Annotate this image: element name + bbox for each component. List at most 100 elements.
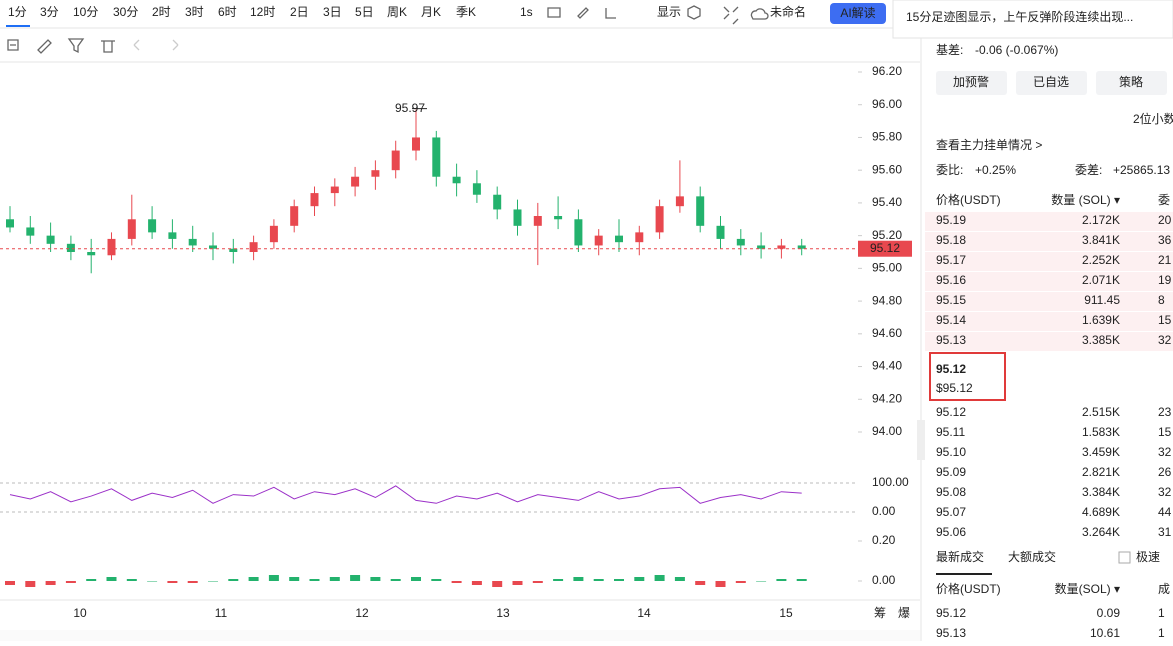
- book-cell: 95.11: [936, 425, 965, 439]
- book-row-bg: [925, 252, 1173, 271]
- interval-tab[interactable]: 1分: [8, 5, 27, 19]
- macd-bar: [451, 581, 462, 583]
- trade-header: 价格(USDT): [936, 581, 1001, 596]
- interval-tab[interactable]: 10分: [73, 5, 98, 19]
- macd-bar: [390, 579, 401, 581]
- candle-body: [615, 235, 623, 243]
- macd-bar: [614, 579, 624, 581]
- macd-bar: [167, 581, 178, 583]
- trade-cell: 95.12: [936, 606, 966, 620]
- candle-body: [635, 232, 644, 243]
- trade-tab[interactable]: 大额成交: [1008, 549, 1056, 564]
- notification-text[interactable]: 15分足迹图显示，上午反弹阶段连续出现...: [906, 9, 1133, 24]
- x-tick-label: 12: [355, 606, 369, 620]
- layout-name[interactable]: 未命名: [770, 4, 806, 19]
- macd-bar: [634, 577, 645, 581]
- macd-bar: [573, 577, 584, 581]
- trade-cell: 0.09: [1097, 606, 1121, 620]
- macd-bar: [512, 581, 523, 585]
- rsi-tick-label: 0.00: [872, 504, 896, 518]
- action-button-label[interactable]: 策略: [1119, 74, 1143, 89]
- candle-body: [716, 225, 725, 239]
- action-button[interactable]: [1096, 71, 1167, 95]
- notification-card[interactable]: [892, 0, 1173, 39]
- trade-header: 数量(SOL) ▾: [1055, 581, 1120, 596]
- macd-bar: [329, 577, 340, 581]
- orders-link[interactable]: 查看主力挂单情况 >: [936, 138, 1042, 152]
- high-marker-label: 95.97: [395, 101, 425, 115]
- macd-bar: [45, 581, 56, 585]
- trade-cell: 1: [1158, 606, 1165, 620]
- speed-toggle[interactable]: 1s: [520, 5, 533, 19]
- diff-label: 委差:: [1075, 163, 1102, 177]
- y-tick-label: 94.60: [872, 326, 902, 340]
- macd-bar: [695, 581, 706, 585]
- candle-body: [432, 137, 441, 177]
- interval-tab[interactable]: 月K: [421, 5, 441, 19]
- candle-body: [777, 245, 786, 249]
- book-cell: 95.06: [936, 525, 966, 539]
- interval-tab[interactable]: 季K: [456, 5, 476, 19]
- book-cell: 95.09: [936, 465, 966, 479]
- candle-body: [269, 225, 278, 243]
- macd-bar: [431, 579, 442, 581]
- macd-bar: [65, 581, 76, 583]
- candle-body: [412, 137, 420, 151]
- trade-cell: 10.61: [1090, 626, 1120, 640]
- ai-button-label[interactable]: AI解读: [840, 6, 875, 20]
- book-cell: 15: [1158, 425, 1172, 439]
- interval-tab[interactable]: 3分: [40, 5, 59, 19]
- book-cell: 15: [1158, 313, 1172, 327]
- book-cell: 95.17: [936, 253, 966, 267]
- candle-body: [290, 206, 299, 226]
- book-cell: 911.45: [1084, 293, 1120, 307]
- fast-label[interactable]: 极速: [1136, 550, 1160, 564]
- interval-tab[interactable]: 6时: [218, 5, 237, 19]
- interval-tab[interactable]: 12时: [250, 5, 275, 19]
- basis-label: 基差:: [936, 43, 963, 57]
- candle-body: [229, 248, 238, 252]
- candle-body: [66, 243, 75, 252]
- x-tick-label: 15: [779, 606, 793, 620]
- book-cell: 20: [1158, 213, 1172, 227]
- candle-body: [209, 245, 217, 249]
- decimals-select[interactable]: 2位小数: [1133, 111, 1173, 126]
- interval-tab[interactable]: 30分: [113, 5, 138, 19]
- action-button[interactable]: [1016, 71, 1087, 95]
- candle-body: [696, 196, 705, 226]
- interval-tab[interactable]: 周K: [387, 5, 407, 19]
- x-tick-label: 10: [73, 606, 87, 620]
- interval-tab[interactable]: 2时: [152, 5, 171, 19]
- interval-tab[interactable]: 3日: [323, 5, 342, 19]
- book-cell: 95.10: [936, 445, 966, 459]
- collapse-handle[interactable]: [917, 420, 925, 460]
- macd-bar: [532, 581, 543, 583]
- y-tick-label: 94.40: [872, 359, 902, 373]
- book-cell: 95.12: [936, 405, 966, 419]
- fast-checkbox[interactable]: [1118, 551, 1131, 564]
- action-button-label[interactable]: 加预警: [953, 74, 989, 89]
- macd-tick-label: 0.20: [872, 533, 896, 547]
- macd-bar: [268, 575, 279, 581]
- tool-icons: [7, 5, 769, 54]
- interval-tab[interactable]: 3时: [185, 5, 204, 19]
- book-row-bg: [925, 292, 1173, 311]
- candle-body: [736, 238, 745, 246]
- action-button[interactable]: [936, 71, 1007, 95]
- book-row-bg: [925, 524, 1173, 543]
- display-button[interactable]: 显示: [657, 5, 681, 19]
- candle-body: [513, 209, 522, 226]
- macd-bar: [5, 581, 15, 585]
- y-tick-label: 96.20: [872, 64, 902, 78]
- book-cell: 32: [1158, 333, 1172, 347]
- footer-icon[interactable]: 爆: [898, 606, 910, 620]
- ai-button[interactable]: [830, 3, 886, 24]
- interval-tab[interactable]: 2日: [290, 5, 309, 19]
- action-button-label[interactable]: 已自选: [1033, 75, 1069, 89]
- footer-icon[interactable]: 筹: [874, 606, 886, 620]
- macd-bar: [492, 581, 503, 587]
- interval-tab[interactable]: 5日: [355, 5, 374, 19]
- book-header: 数量 (SOL) ▾: [1051, 192, 1120, 207]
- trade-tab[interactable]: 最新成交: [936, 549, 984, 564]
- macd-bar: [796, 579, 807, 581]
